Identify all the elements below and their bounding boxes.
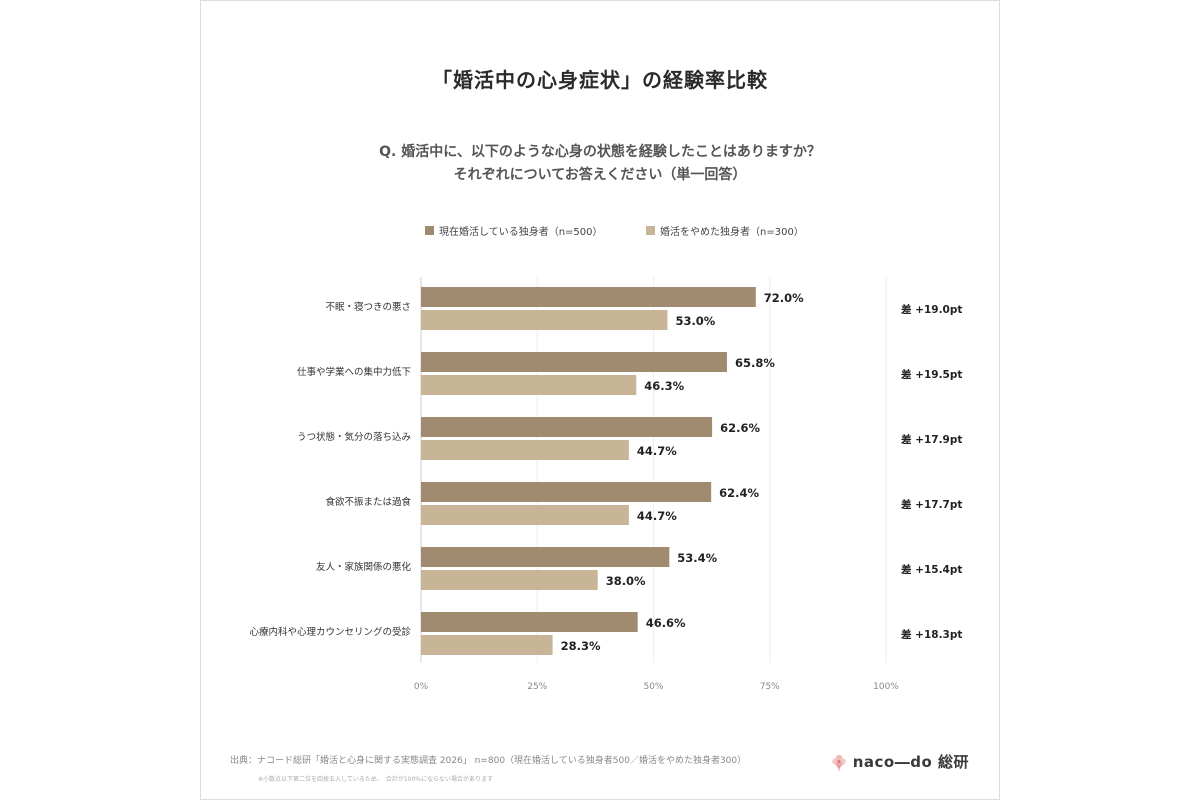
value-label: 44.7% xyxy=(637,444,677,458)
question-line-2: それぞれについてお答えください（単一回答） xyxy=(453,167,747,183)
legend-label-current: 現在婚活している独身者（n=500） xyxy=(439,227,603,238)
value-label: 62.6% xyxy=(720,421,760,435)
flower-logo-icon xyxy=(832,754,846,770)
bar-quit xyxy=(421,310,668,330)
x-tick-label: 25% xyxy=(527,682,547,692)
x-tick-label: 50% xyxy=(643,682,663,692)
category-label: 友人・家族関係の悪化 xyxy=(316,561,412,573)
brand-logo: naco―do 総研 xyxy=(831,751,969,772)
bar-current xyxy=(421,287,756,307)
legend-item-current: 現在婚活している独身者（n=500） xyxy=(425,223,603,238)
rounding-note: ※小数点以下第二位を四捨五入しているため、 合計が100%にならない場合がありま… xyxy=(258,776,494,783)
value-label: 53.0% xyxy=(675,314,715,328)
category-label: うつ状態・気分の落ち込み xyxy=(297,431,411,443)
x-tick-label: 100% xyxy=(873,682,899,692)
value-label: 53.4% xyxy=(677,551,717,565)
value-label: 72.0% xyxy=(764,291,804,305)
chart-legend: 現在婚活している独身者（n=500） 婚活をやめた独身者（n=300） xyxy=(201,223,999,239)
chart-title: 「婚活中の心身症状」の経験率比較 xyxy=(432,68,768,92)
bar-chart: 0% 25% 50% 75% 100% 不眠・寝つきの悪さ 72.0% 53.0% 差 +19.… xyxy=(249,277,962,692)
bar-quit xyxy=(421,505,629,525)
difference-label: 差 +17.9pt xyxy=(901,433,962,446)
infographic-card: 「婚活中の心身症状」の経験率比較 Q. 婚活中に、以下のような心身の状態を経験し… xyxy=(200,0,1000,800)
legend-swatch-quit xyxy=(646,226,655,235)
legend-label-quit: 婚活をやめた独身者（n=300） xyxy=(660,227,804,238)
bar-quit xyxy=(421,635,553,655)
difference-label: 差 +15.4pt xyxy=(901,563,962,576)
value-label: 28.3% xyxy=(561,639,601,653)
value-label: 38.0% xyxy=(606,574,646,588)
question-line-1: Q. 婚活中に、以下のような心身の状態を経験したことはありますか？ xyxy=(379,144,821,160)
value-label: 46.3% xyxy=(644,379,684,393)
legend-item-quit: 婚活をやめた独身者（n=300） xyxy=(646,223,804,238)
x-tick-label: 0% xyxy=(414,682,429,692)
category-label: 仕事や学業への集中力低下 xyxy=(297,366,411,378)
bar-quit xyxy=(421,375,637,395)
bar-current xyxy=(421,482,712,502)
difference-label: 差 +19.0pt xyxy=(901,303,962,316)
source-text: 出典：ナコード総研「婚活と心身に関する実態調査 2026」 n=800（現在婚活… xyxy=(230,756,747,766)
logo-text: naco―do 総研 xyxy=(852,753,969,771)
bar-quit xyxy=(421,440,629,460)
value-label: 46.6% xyxy=(646,616,686,630)
bar-current xyxy=(421,612,638,632)
category-label: 心療内科や心理カウンセリングの受診 xyxy=(249,626,411,638)
category-label: 食欲不振または過食 xyxy=(325,496,411,508)
bar-current xyxy=(421,352,727,372)
survey-question: Q. 婚活中に、以下のような心身の状態を経験したことはありますか？ それぞれにつ… xyxy=(201,141,999,187)
category-label: 不眠・寝つきの悪さ xyxy=(325,301,411,313)
value-label: 62.4% xyxy=(719,486,759,500)
difference-label: 差 +19.5pt xyxy=(901,368,962,381)
value-label: 65.8% xyxy=(735,356,775,370)
bar-current xyxy=(421,547,670,567)
legend-swatch-current xyxy=(425,226,434,235)
bar-quit xyxy=(421,570,598,590)
value-label: 44.7% xyxy=(637,509,677,523)
difference-label: 差 +17.7pt xyxy=(901,498,962,511)
x-tick-label: 75% xyxy=(760,682,780,692)
bar-current xyxy=(421,417,713,437)
difference-label: 差 +18.3pt xyxy=(901,628,962,641)
